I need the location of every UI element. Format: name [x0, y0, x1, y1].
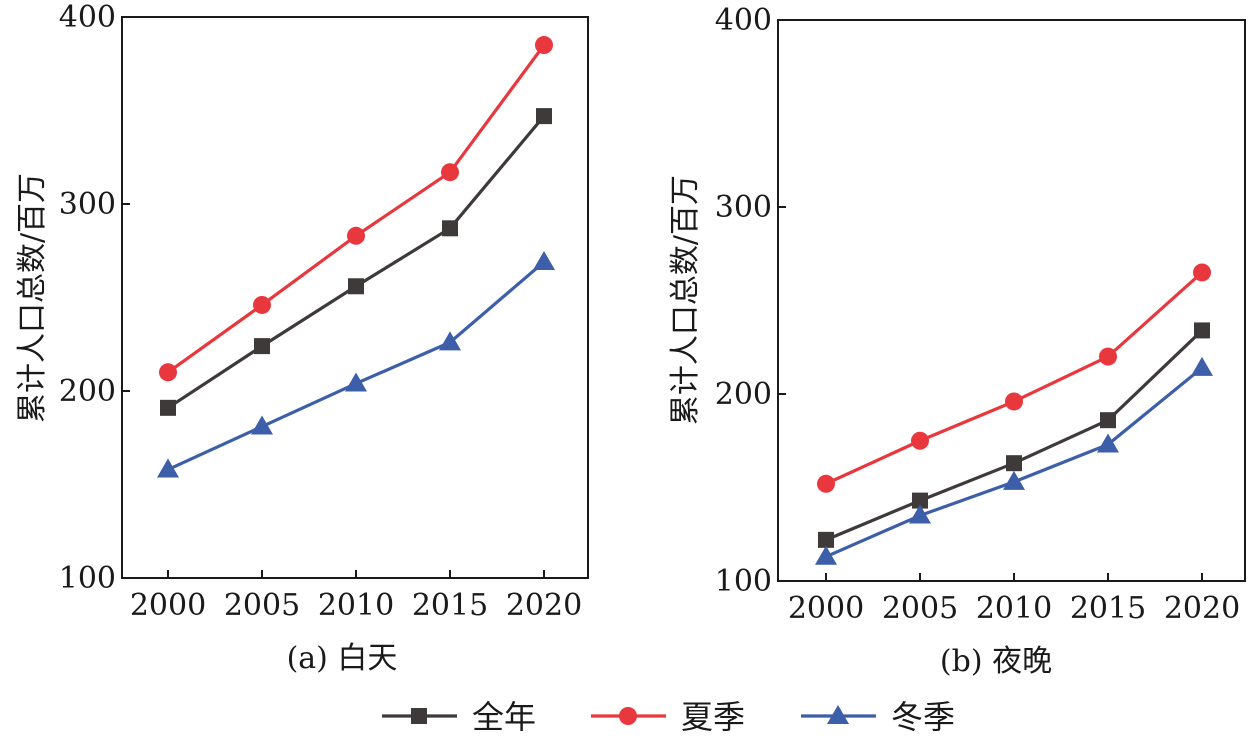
data-point: [1191, 356, 1213, 376]
y-tick-label: 300: [59, 187, 116, 222]
legend-label: 夏季: [681, 698, 745, 736]
y-tick-label: 200: [59, 374, 116, 409]
x-tick-label: 2005: [224, 588, 300, 623]
panel-caption: (b) 夜晚: [940, 644, 1052, 679]
x-tick-label: 2020: [1164, 591, 1240, 626]
x-tick-label: 2005: [882, 591, 958, 626]
panel-night: 100 200 300 400 2000 2005 2010 2015 2020 累计人口总数/百…: [668, 3, 1246, 679]
series-square: [160, 108, 552, 416]
data-point: [347, 226, 365, 245]
panel-caption: (a) 白天: [287, 641, 398, 676]
data-point: [1194, 322, 1210, 339]
x-tick-label: 2000: [130, 588, 206, 623]
y-axis-label: 累计人口总数/百万: [668, 175, 703, 425]
data-point: [439, 331, 461, 351]
data-point: [1003, 470, 1025, 490]
data-point: [533, 250, 555, 270]
data-point: [348, 278, 364, 295]
data-point: [251, 415, 273, 435]
legend-label: 冬季: [891, 698, 955, 736]
data-point: [160, 399, 176, 416]
panel-daytime: 100 200 300 400 2000 2005 2010 2015 2020 累计人口总数/百…: [15, 0, 589, 676]
y-tick-label: 400: [715, 3, 772, 38]
series-circle: [159, 36, 553, 382]
y-tick-label: 100: [59, 561, 116, 596]
y-tick-label: 200: [715, 377, 772, 412]
legend-marker: [619, 707, 637, 725]
data-point: [157, 458, 179, 478]
data-point: [909, 504, 931, 524]
data-point: [1099, 347, 1117, 366]
x-tick-label: 2010: [976, 591, 1052, 626]
data-point: [1100, 412, 1116, 429]
series-triangle: [815, 356, 1213, 565]
series-line: [167, 44, 546, 374]
legend-label: 全年: [472, 698, 536, 736]
y-axis-label: 累计人口总数/百万: [15, 173, 50, 423]
data-point: [345, 372, 367, 392]
series-line: [825, 271, 1204, 486]
data-point: [442, 220, 458, 237]
data-point: [817, 474, 835, 493]
data-point: [912, 492, 928, 509]
x-tick-label: 2010: [318, 588, 394, 623]
x-tick-label: 2015: [1070, 591, 1146, 626]
data-point: [159, 363, 177, 382]
data-point: [536, 108, 552, 125]
legend-item: 冬季: [801, 698, 955, 736]
series-line: [167, 115, 546, 410]
y-tick-label: 400: [59, 0, 116, 35]
legend-marker: [827, 705, 849, 724]
series-circle: [817, 263, 1211, 493]
series-square: [818, 322, 1210, 548]
series-line: [825, 329, 1204, 542]
data-point: [254, 338, 270, 355]
plot-frame: [121, 16, 589, 579]
data-point: [1006, 455, 1022, 472]
data-point: [815, 545, 837, 565]
y-tick-label: 300: [715, 190, 772, 225]
data-point: [911, 431, 929, 450]
data-point: [1097, 433, 1119, 453]
x-tick-label: 2000: [788, 591, 864, 626]
series-triangle: [157, 250, 555, 478]
data-point: [441, 163, 459, 182]
legend: 全年 夏季 冬季: [382, 698, 955, 736]
y-tick-label: 100: [715, 564, 772, 599]
x-tick-label: 2020: [506, 588, 582, 623]
legend-item: 夏季: [591, 698, 745, 736]
plot-frame: [777, 19, 1246, 582]
legend-marker: [411, 708, 427, 724]
data-point: [1193, 263, 1211, 282]
data-point: [1005, 392, 1023, 411]
x-tick-label: 2015: [412, 588, 488, 623]
data-point: [253, 295, 271, 314]
data-point: [535, 36, 553, 55]
data-point: [818, 531, 834, 548]
legend-item: 全年: [382, 698, 536, 736]
